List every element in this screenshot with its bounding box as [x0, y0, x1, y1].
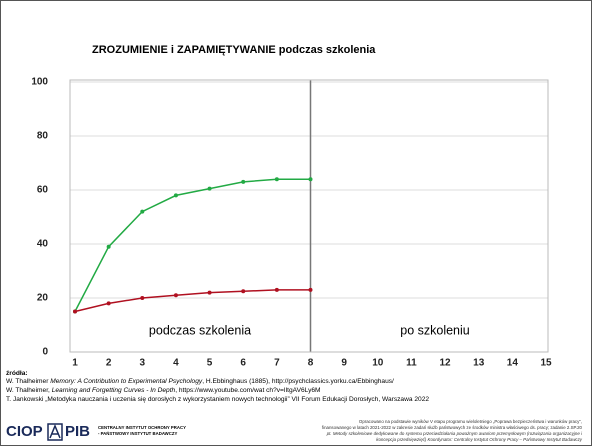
- chart-title: ZROZUMIENIE i ZAPAMIĘTYWANIE podczas szk…: [92, 44, 376, 56]
- point: [140, 209, 145, 214]
- source-text: Learning and Forgetting Curves - In Dept…: [52, 387, 176, 394]
- institute: - PAŃSTWOWY INSTYTUT BADAWCZY: [98, 431, 177, 436]
- point: [207, 186, 212, 191]
- logo-text: PIB: [65, 423, 90, 440]
- x-tick-label: 1: [72, 358, 78, 369]
- source-text: W. Thalheimer: [6, 378, 50, 385]
- annotation: po szkoleniu: [400, 323, 470, 337]
- point: [140, 296, 145, 300]
- source-line: T. Jankowski „Metodyka nauczania i uczen…: [6, 396, 429, 403]
- point: [73, 309, 77, 314]
- series-line: [74, 289, 311, 313]
- point: [106, 244, 111, 249]
- x-tick-label: 6: [240, 358, 246, 369]
- y-tick-label: 100: [31, 77, 48, 88]
- footer-note: koncepcja przedsięwzięć) Koordynator: Ce…: [376, 437, 583, 442]
- point: [106, 301, 111, 306]
- y-tick-label: 20: [37, 293, 49, 304]
- x-tick-label: 5: [207, 358, 213, 369]
- annotation-box: [340, 317, 524, 344]
- footer-note: pt. Metody szkoleniowe dedykowane do sys…: [326, 431, 583, 436]
- plot-frame: [69, 79, 549, 353]
- y-tick-label: 40: [37, 239, 49, 250]
- point: [308, 287, 313, 292]
- point: [173, 293, 178, 298]
- logo-icon: [47, 423, 63, 441]
- x-tick-label: 15: [540, 358, 552, 369]
- x-tick-label: 2: [106, 358, 112, 369]
- footer-note: Opracowano na podstawie wyników V etapu …: [359, 419, 582, 424]
- x-tick-label: 3: [140, 358, 146, 369]
- x-tick-label: 7: [274, 358, 280, 369]
- annotation-box: [118, 317, 302, 344]
- x-tick-label: 10: [372, 358, 384, 369]
- y-tick-label: 0: [42, 347, 48, 358]
- point: [207, 290, 212, 295]
- source-text: W. Thalheimer,: [6, 387, 52, 394]
- point: [274, 177, 279, 182]
- y-tick-label: 80: [37, 131, 49, 142]
- x-tick-label: 13: [473, 358, 485, 369]
- x-tick-label: 12: [440, 358, 452, 369]
- x-tick-label: 4: [173, 358, 179, 369]
- x-tick-label: 9: [341, 358, 347, 369]
- point: [241, 179, 246, 184]
- source-text: , H.Ebbinghaus (1885), http://psychclass…: [202, 378, 394, 385]
- annotation: podczas szkolenia: [149, 323, 251, 337]
- point: [241, 289, 246, 294]
- logo-icon: [49, 424, 61, 439]
- source-line: W. Thalheimer Memory: A Contribution to …: [6, 378, 394, 385]
- logo-text: CIOP: [6, 423, 43, 440]
- footer-note: finansowanego w latach 2021-2022 w zakre…: [322, 425, 583, 430]
- institute: CENTRALNY INSTYTUT OCHRONY PRACY: [98, 425, 186, 430]
- series-line: [74, 178, 311, 312]
- point: [274, 287, 279, 292]
- source-line: W. Thalheimer, Learning and Forgetting C…: [6, 387, 321, 394]
- x-tick-label: 11: [406, 358, 417, 369]
- point: [173, 193, 178, 198]
- sources-heading: źródła:: [6, 370, 28, 377]
- y-tick-label: 60: [37, 185, 49, 196]
- x-tick-label: 8: [308, 358, 314, 369]
- source-text: , https://www.youtube.com/wat ch?v=lItgA…: [175, 387, 320, 394]
- point: [308, 177, 313, 182]
- x-tick-label: 14: [507, 358, 519, 369]
- source-text: Memory: A Contribution to Experimental P…: [50, 378, 203, 385]
